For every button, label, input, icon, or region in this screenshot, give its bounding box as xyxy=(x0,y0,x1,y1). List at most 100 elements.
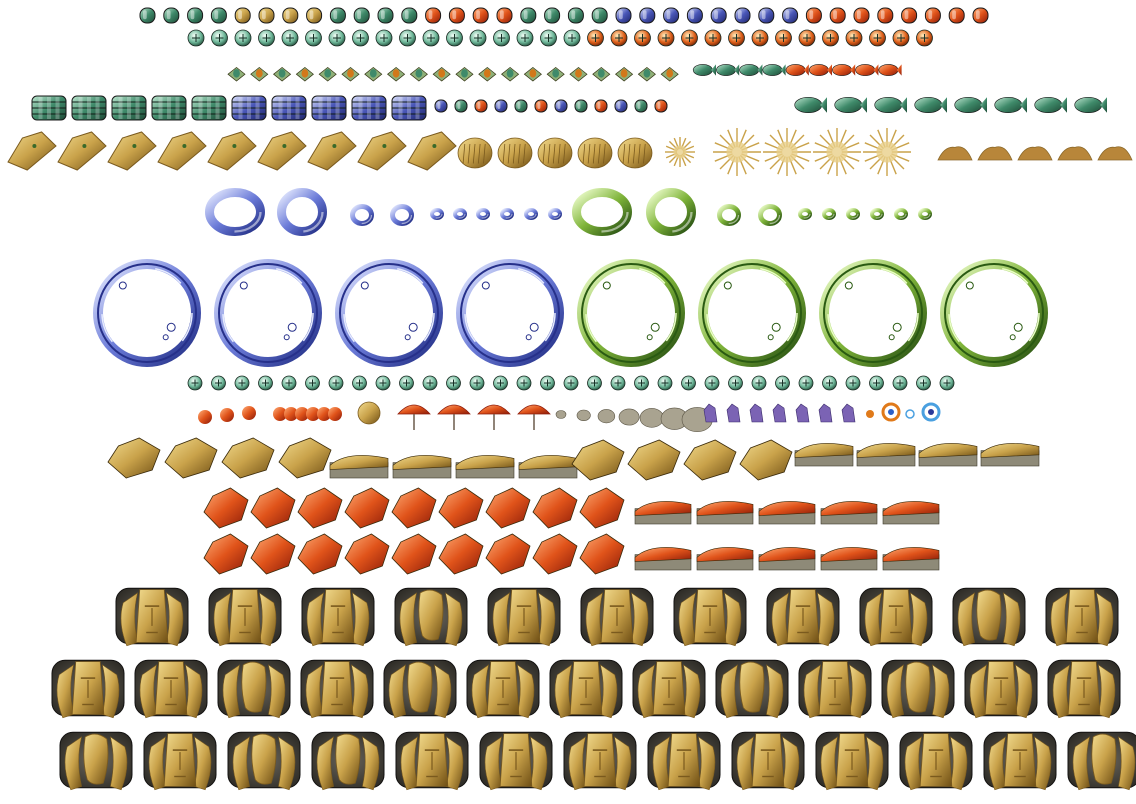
rock-sprite xyxy=(297,487,343,529)
bug-sprite xyxy=(523,66,542,82)
moai-sprite xyxy=(1045,587,1119,647)
orb-sprite xyxy=(634,29,651,47)
orb-sprite xyxy=(399,375,414,391)
moai-sprite xyxy=(881,659,955,719)
capsule-sprite xyxy=(474,99,488,113)
dirt-mound-sprite xyxy=(1057,146,1093,161)
capsule-sprite xyxy=(377,7,394,24)
rock-sprite xyxy=(438,533,484,575)
target-ring-sprite xyxy=(881,402,901,422)
dragon-head-sprite xyxy=(107,131,157,171)
rock-slab-sprite xyxy=(634,547,692,571)
drum-sprite xyxy=(111,95,147,121)
rock-sprite xyxy=(391,487,437,529)
drum-sprite xyxy=(31,95,67,121)
dragon-head-sprite xyxy=(357,131,407,171)
rock-sprite xyxy=(203,533,249,575)
capsule-sprite xyxy=(901,7,918,24)
rock-sprite xyxy=(683,439,737,481)
moai-sprite xyxy=(466,659,540,719)
drum-sprite xyxy=(311,95,347,121)
bug-sprite xyxy=(546,66,565,82)
explosion-sprite xyxy=(763,128,811,176)
moai-sprite xyxy=(217,659,291,719)
rock-sprite xyxy=(250,533,296,575)
capsule-sprite xyxy=(574,99,588,113)
fish-sprite xyxy=(834,97,867,113)
capsule-sprite xyxy=(496,7,513,24)
moai-sprite xyxy=(859,587,933,647)
bug-sprite xyxy=(637,66,656,82)
bug-sprite xyxy=(341,66,360,82)
fish-sprite xyxy=(994,97,1027,113)
rock-sprite xyxy=(627,439,681,481)
rock-sprite xyxy=(438,487,484,529)
rock-sprite xyxy=(571,439,625,481)
bug-sprite xyxy=(273,66,292,82)
bug-sprite xyxy=(227,66,246,82)
orb-sprite xyxy=(751,29,769,47)
orb-sprite xyxy=(328,375,344,391)
pebble-sprite xyxy=(639,408,664,428)
pebble-sprite xyxy=(597,409,616,424)
orb-sprite xyxy=(587,375,602,391)
pebble-sprite xyxy=(576,409,591,422)
orb-sprite xyxy=(234,375,250,391)
orb-sprite xyxy=(681,375,696,391)
moai-sprite xyxy=(647,731,721,791)
ring-sprite xyxy=(548,208,562,220)
drum-sprite xyxy=(351,95,387,121)
red-blob-sprite xyxy=(220,408,234,422)
fish-sprite xyxy=(739,64,763,76)
bug-sprite xyxy=(432,66,451,82)
capsule-sprite xyxy=(234,7,251,24)
mushroom-sprite xyxy=(437,404,471,430)
rock-sprite xyxy=(579,487,625,529)
rock-slab-sprite xyxy=(329,455,389,479)
ring-sprite xyxy=(870,208,884,220)
moai-sprite xyxy=(899,731,973,791)
rock-sprite xyxy=(579,533,625,575)
purple-figure-sprite xyxy=(841,403,856,423)
orb-sprite xyxy=(869,375,884,391)
orb-sprite xyxy=(352,29,369,47)
fish-sprite xyxy=(794,97,827,113)
orb-sprite xyxy=(399,29,416,47)
rock-slab-sprite xyxy=(518,455,578,479)
ring-sprite xyxy=(758,204,782,226)
bug-sprite xyxy=(409,66,428,82)
capsule-sprite xyxy=(434,99,448,113)
moai-sprite xyxy=(227,731,301,791)
orb-sprite xyxy=(516,375,532,391)
explosion-sprite xyxy=(813,128,861,176)
capsule-sprite xyxy=(591,7,608,24)
rock-sprite xyxy=(107,437,161,479)
dragon-head-sprite xyxy=(7,131,57,171)
ring-sprite xyxy=(350,204,374,226)
orb-sprite xyxy=(352,375,367,391)
capsule-sprite xyxy=(454,99,468,113)
rock-slab-sprite xyxy=(820,547,878,571)
rock-sprite xyxy=(485,487,531,529)
orb-sprite xyxy=(751,375,767,391)
capsule-sprite xyxy=(805,7,822,24)
orb-sprite xyxy=(281,29,299,47)
ring-sprite xyxy=(277,188,327,236)
mushroom-sprite xyxy=(397,404,431,430)
mushroom-sprite xyxy=(517,404,551,430)
orb-sprite xyxy=(775,375,790,391)
ring-sprite xyxy=(430,208,444,220)
purple-figure-sprite xyxy=(772,403,787,423)
bug-sprite xyxy=(387,66,406,82)
rock-slab-sprite xyxy=(882,501,940,525)
rock-sprite xyxy=(278,437,332,479)
red-blob-sprite xyxy=(198,410,212,424)
fur-ball-sprite xyxy=(617,137,653,169)
explosion-sprite xyxy=(863,128,911,176)
orb-sprite xyxy=(493,375,508,391)
orb-sprite xyxy=(704,29,722,47)
moai-sprite xyxy=(311,731,385,791)
bug-sprite xyxy=(295,66,314,82)
rock-slab-sprite xyxy=(634,501,692,525)
fish-sprite xyxy=(808,64,832,76)
